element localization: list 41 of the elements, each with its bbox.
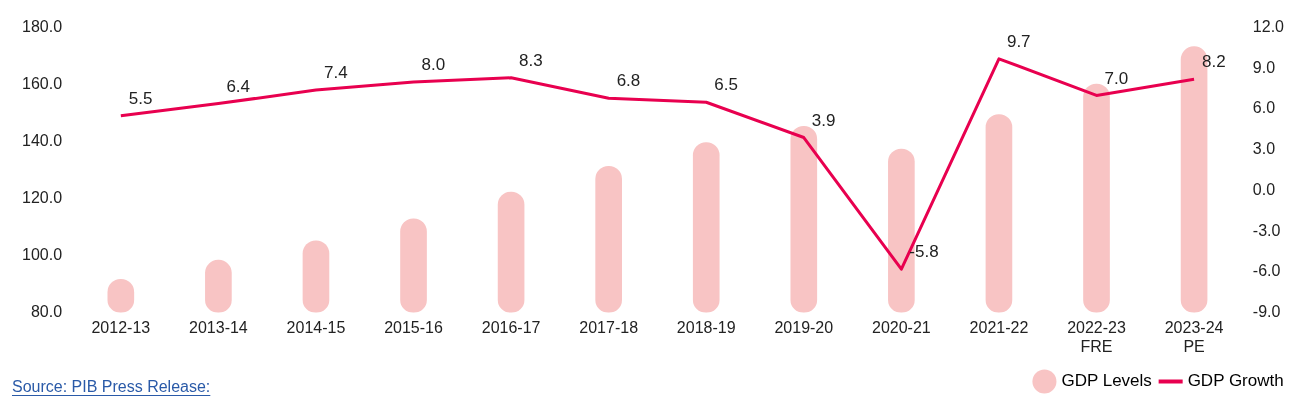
x-tick-label: 2023-24 PE <box>1164 318 1224 355</box>
x-tick-label: 2016-17 <box>481 318 541 336</box>
x-tick-label: 2015-16 <box>384 318 443 336</box>
source-note: Source: PIB Press Release: <box>12 378 211 396</box>
data-label: 8.3 <box>519 51 543 70</box>
y-tick-label: 140.0 <box>21 132 63 150</box>
data-label: 9.7 <box>1006 32 1031 51</box>
x-tick-label: 2021-22 <box>969 318 1029 336</box>
data-label: 7.0 <box>1104 68 1129 88</box>
y2-tick-label: -3.0 <box>1252 221 1281 239</box>
y2-tick-label: 12.0 <box>1252 18 1285 36</box>
y-tick-label: 160.0 <box>21 75 63 93</box>
y2-tick-label: 6.0 <box>1252 99 1276 117</box>
data-label: 6.5 <box>714 75 738 95</box>
y2-tick-label: 9.0 <box>1252 58 1276 76</box>
legend-label: GDP Levels <box>1061 371 1152 391</box>
data-label: 3.9 <box>811 110 836 130</box>
data-label: 6.4 <box>226 76 251 96</box>
x-tick-label: 2014-15 <box>286 318 346 336</box>
y-tick-label: 80.0 <box>30 303 63 321</box>
x-tick-label: 2022-23 FRE <box>1067 318 1126 355</box>
x-tick-label: 2019-20 <box>774 318 834 336</box>
data-label: 8.0 <box>421 55 446 75</box>
y2-tick-label: -9.0 <box>1252 303 1281 321</box>
x-tick-label: 2017-18 <box>579 318 639 336</box>
y-tick-label: 120.0 <box>21 189 63 207</box>
data-label: 7.4 <box>323 63 348 83</box>
y2-tick-label: -6.0 <box>1252 262 1281 280</box>
legend-label: GDP Growth <box>1187 371 1284 391</box>
x-tick-label: 2012-13 <box>91 318 151 336</box>
y-tick-label: 100.0 <box>21 246 63 264</box>
data-label: 5.5 <box>128 89 153 108</box>
data-label: 6.8 <box>616 71 641 91</box>
x-tick-label: 2020-21 <box>872 318 931 336</box>
data-label: -5.8 <box>909 242 939 262</box>
x-tick-label: 2018-19 <box>676 318 736 336</box>
data-label: 8.2 <box>1202 52 1226 72</box>
x-tick-label: 2013-14 <box>189 318 248 336</box>
y2-tick-label: 3.0 <box>1252 140 1276 158</box>
y-tick-label: 180.0 <box>21 18 63 36</box>
y2-tick-label: 0.0 <box>1252 180 1276 198</box>
